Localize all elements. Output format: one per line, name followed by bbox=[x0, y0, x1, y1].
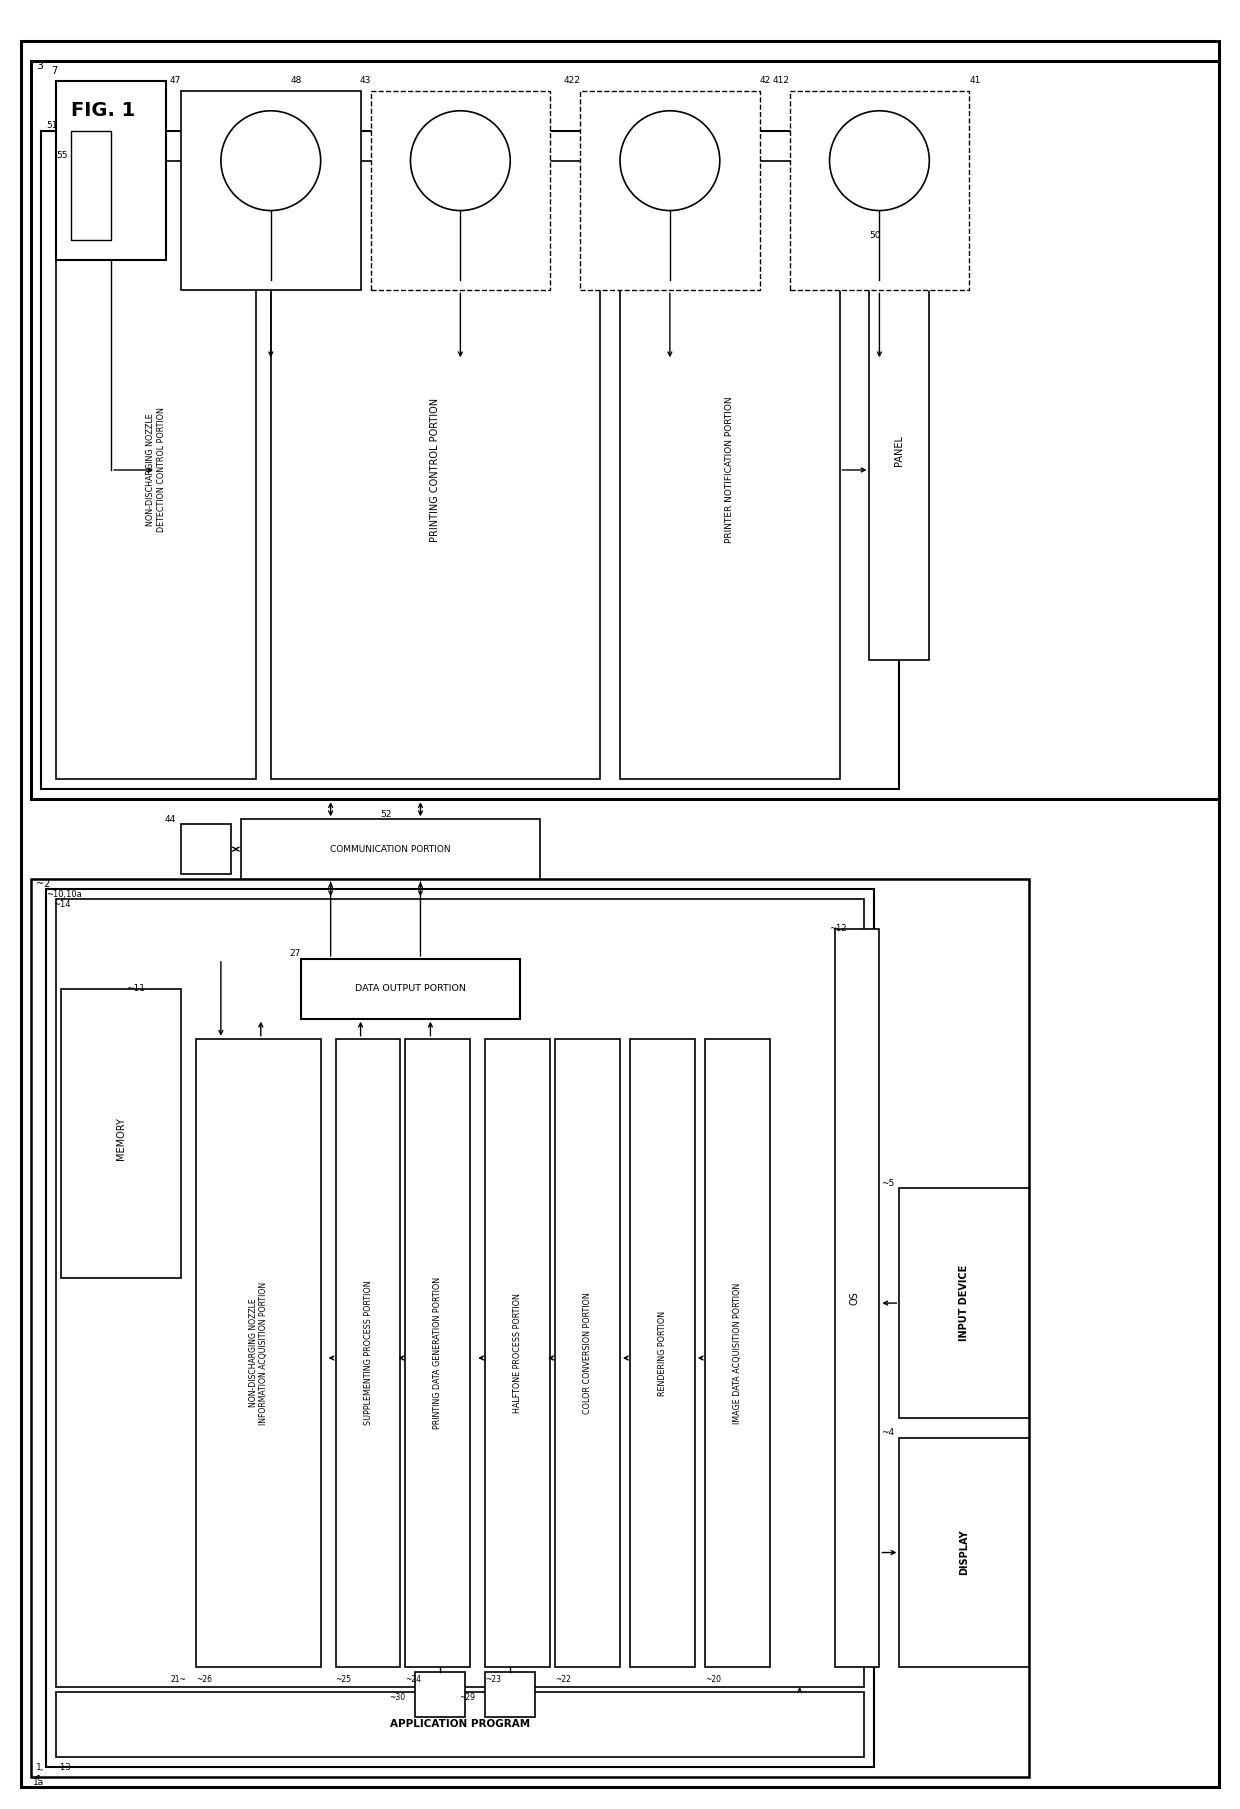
Text: 7: 7 bbox=[51, 65, 57, 76]
Text: 57: 57 bbox=[620, 152, 631, 161]
Text: DISPLAY: DISPLAY bbox=[960, 1530, 970, 1576]
FancyBboxPatch shape bbox=[56, 1691, 864, 1757]
Text: ~10,10a: ~10,10a bbox=[46, 890, 82, 899]
Text: ~12: ~12 bbox=[830, 924, 847, 933]
FancyBboxPatch shape bbox=[241, 819, 541, 879]
Text: 1,: 1, bbox=[36, 1762, 45, 1771]
Text: PANEL: PANEL bbox=[894, 434, 904, 465]
Text: 56: 56 bbox=[270, 152, 283, 161]
Text: HALFTONE PROCESS PORTION: HALFTONE PROCESS PORTION bbox=[513, 1293, 522, 1413]
Text: ~4: ~4 bbox=[882, 1429, 894, 1438]
FancyBboxPatch shape bbox=[31, 62, 1219, 800]
Text: COMMUNICATION PORTION: COMMUNICATION PORTION bbox=[330, 845, 451, 854]
Text: 41: 41 bbox=[970, 76, 981, 85]
Text: ~5: ~5 bbox=[882, 1179, 894, 1189]
Circle shape bbox=[410, 110, 510, 210]
Text: RENDERING PORTION: RENDERING PORTION bbox=[658, 1310, 667, 1395]
Text: ~2: ~2 bbox=[36, 879, 51, 888]
FancyBboxPatch shape bbox=[620, 161, 839, 780]
FancyBboxPatch shape bbox=[630, 1038, 694, 1668]
Text: ~14: ~14 bbox=[53, 899, 71, 908]
Text: 43: 43 bbox=[360, 76, 371, 85]
Text: ~23: ~23 bbox=[485, 1675, 501, 1684]
Text: 422: 422 bbox=[563, 76, 580, 85]
Text: 27: 27 bbox=[289, 950, 301, 959]
Circle shape bbox=[620, 110, 719, 210]
Text: PRINTING DATA GENERATION PORTION: PRINTING DATA GENERATION PORTION bbox=[434, 1277, 443, 1429]
Text: 3: 3 bbox=[36, 62, 43, 71]
FancyBboxPatch shape bbox=[61, 990, 181, 1279]
Text: INPUT DEVICE: INPUT DEVICE bbox=[960, 1264, 970, 1340]
FancyBboxPatch shape bbox=[21, 42, 1219, 1787]
Text: NON-DISCHARGING NOZZLE
INFORMATION ACQUISITION PORTION: NON-DISCHARGING NOZZLE INFORMATION ACQUI… bbox=[248, 1281, 268, 1424]
Text: ~30: ~30 bbox=[389, 1693, 405, 1702]
Circle shape bbox=[221, 110, 321, 210]
Text: ~24: ~24 bbox=[405, 1675, 422, 1684]
FancyBboxPatch shape bbox=[405, 1038, 470, 1668]
FancyBboxPatch shape bbox=[270, 161, 600, 780]
Text: 52: 52 bbox=[381, 810, 392, 819]
Circle shape bbox=[830, 110, 929, 210]
FancyBboxPatch shape bbox=[181, 90, 361, 291]
Text: ~25: ~25 bbox=[336, 1675, 352, 1684]
Text: COLOR CONVERSION PORTION: COLOR CONVERSION PORTION bbox=[583, 1292, 591, 1415]
FancyBboxPatch shape bbox=[899, 1438, 1029, 1668]
FancyBboxPatch shape bbox=[580, 90, 760, 291]
Text: ~13: ~13 bbox=[53, 1762, 71, 1771]
Text: 44: 44 bbox=[165, 814, 176, 823]
FancyBboxPatch shape bbox=[56, 81, 166, 260]
Text: APPLICATION PROGRAM: APPLICATION PROGRAM bbox=[391, 1719, 531, 1729]
Text: SUPPLEMENTING PROCESS PORTION: SUPPLEMENTING PROCESS PORTION bbox=[363, 1281, 372, 1425]
FancyBboxPatch shape bbox=[31, 879, 1029, 1776]
FancyBboxPatch shape bbox=[336, 1038, 401, 1668]
Text: 47: 47 bbox=[170, 76, 181, 85]
Text: PRINTER NOTIFICATION PORTION: PRINTER NOTIFICATION PORTION bbox=[725, 396, 734, 543]
FancyBboxPatch shape bbox=[46, 888, 874, 1767]
FancyBboxPatch shape bbox=[371, 90, 551, 291]
FancyBboxPatch shape bbox=[415, 1672, 465, 1717]
Text: ~26: ~26 bbox=[196, 1675, 212, 1684]
FancyBboxPatch shape bbox=[704, 1038, 770, 1668]
FancyBboxPatch shape bbox=[56, 161, 255, 780]
FancyBboxPatch shape bbox=[485, 1038, 551, 1668]
Text: ~22: ~22 bbox=[556, 1675, 572, 1684]
FancyBboxPatch shape bbox=[181, 825, 231, 874]
Text: FIG. 1: FIG. 1 bbox=[71, 101, 135, 119]
FancyBboxPatch shape bbox=[56, 899, 864, 1688]
Text: 48: 48 bbox=[290, 76, 303, 85]
FancyBboxPatch shape bbox=[41, 130, 899, 789]
Text: 51: 51 bbox=[46, 121, 58, 130]
Text: DATA OUTPUT PORTION: DATA OUTPUT PORTION bbox=[355, 984, 466, 993]
Text: NON-DISCHARGING NOZZLE
DETECTION CONTROL PORTION: NON-DISCHARGING NOZZLE DETECTION CONTROL… bbox=[146, 407, 166, 532]
Text: IMAGE DATA ACQUISITION PORTION: IMAGE DATA ACQUISITION PORTION bbox=[733, 1283, 742, 1424]
FancyBboxPatch shape bbox=[301, 959, 521, 1018]
Text: 21~: 21~ bbox=[170, 1675, 186, 1684]
Text: PRINTING CONTROL PORTION: PRINTING CONTROL PORTION bbox=[430, 398, 440, 543]
FancyBboxPatch shape bbox=[835, 930, 879, 1668]
Text: ~29: ~29 bbox=[459, 1693, 475, 1702]
Text: OS: OS bbox=[849, 1292, 859, 1304]
FancyBboxPatch shape bbox=[899, 1189, 1029, 1418]
Text: 55: 55 bbox=[56, 152, 68, 161]
Text: 50: 50 bbox=[869, 232, 880, 241]
FancyBboxPatch shape bbox=[71, 130, 112, 241]
Text: 412: 412 bbox=[773, 76, 790, 85]
FancyBboxPatch shape bbox=[196, 1038, 321, 1668]
FancyBboxPatch shape bbox=[790, 90, 970, 291]
Text: ~11: ~11 bbox=[126, 984, 145, 993]
Text: MEMORY: MEMORY bbox=[117, 1116, 126, 1160]
FancyBboxPatch shape bbox=[485, 1672, 536, 1717]
FancyBboxPatch shape bbox=[869, 241, 929, 660]
Text: 1a: 1a bbox=[33, 1778, 45, 1787]
Text: ~20: ~20 bbox=[704, 1675, 720, 1684]
Text: 42: 42 bbox=[760, 76, 771, 85]
FancyBboxPatch shape bbox=[556, 1038, 620, 1668]
